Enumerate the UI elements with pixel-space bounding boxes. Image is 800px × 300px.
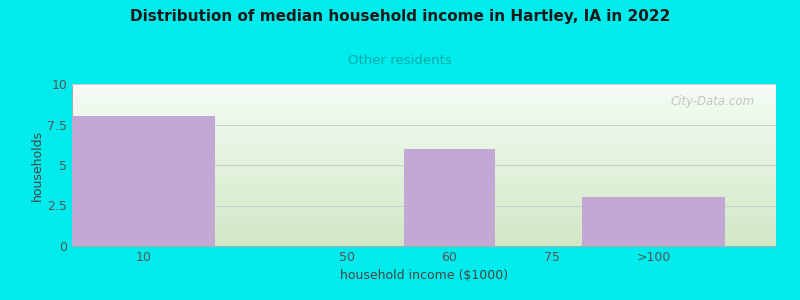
- Y-axis label: households: households: [31, 129, 44, 201]
- Text: Distribution of median household income in Hartley, IA in 2022: Distribution of median household income …: [130, 9, 670, 24]
- Text: Other residents: Other residents: [348, 54, 452, 67]
- X-axis label: household income ($1000): household income ($1000): [340, 269, 508, 282]
- Bar: [72, 116, 215, 246]
- Bar: [403, 149, 495, 246]
- Text: City-Data.com: City-Data.com: [670, 95, 755, 108]
- Bar: [582, 197, 725, 246]
